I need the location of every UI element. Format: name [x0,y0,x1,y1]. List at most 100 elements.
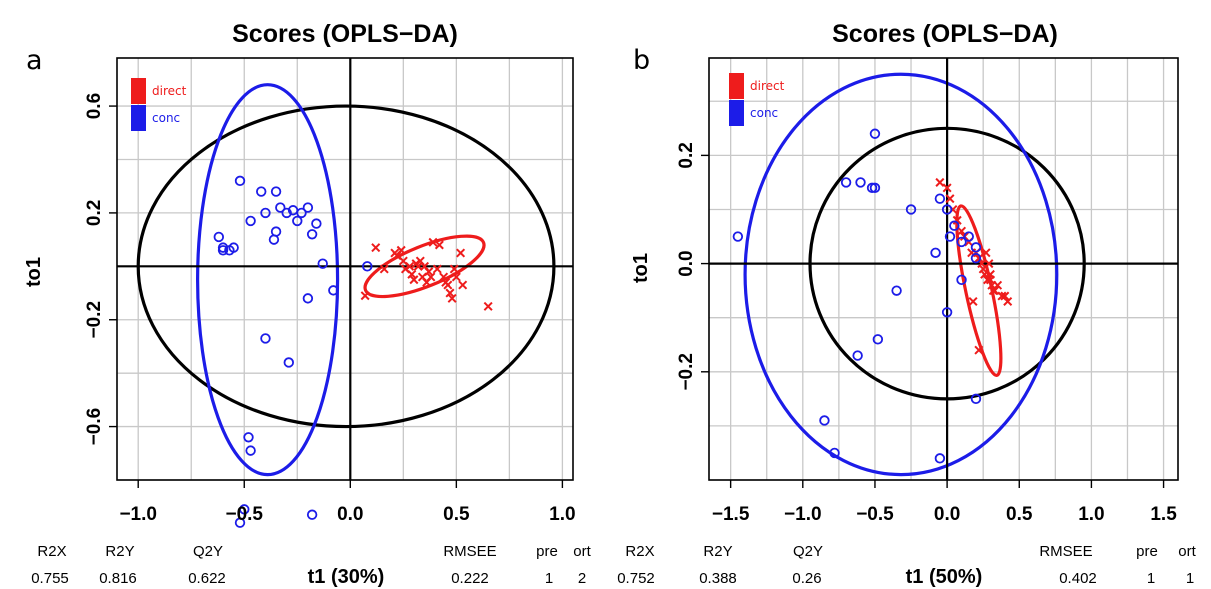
panel-a-x-tick-label: −1.0 [119,504,157,525]
panel-a-y-axis-label: to1 [23,257,45,287]
panel-a-point-conc [245,445,256,456]
panel-b-point-conc [956,236,967,248]
panel-b-point-conc [930,247,941,258]
panel-b-point-conc [970,393,982,405]
panel-a-point-direct [396,245,406,255]
panel-a-point-conc [234,175,246,187]
panel-b-point-conc [949,220,960,231]
panel-b-point-conc [970,252,982,264]
panel-b-y-tick-label: −0.2 [676,353,697,391]
panel-b-point-direct [993,280,1003,290]
panel-a-scores-plot: Scores (OPLS−DA) a direct conc −1.0 −0.5 0.… [23,20,592,588]
panel-b-point-conc [855,177,866,188]
panel-a-legend-label-direct: direct [152,84,187,98]
panel-a-point-conc [302,202,314,213]
panel-a-point-direct [439,272,449,282]
panel-a-point-direct [428,237,438,247]
panel-a-stat-value-q2y: 0.622 [188,570,226,587]
panel-b-stat-value-rmsee: 0.402 [1059,570,1097,587]
panel-a-legend-label-conc: conc [152,111,180,125]
panel-a-point-direct [405,261,415,271]
panel-b-point-direct [974,345,984,355]
panel-a-point-conc [296,207,307,219]
panel-a-letter: a [26,45,43,76]
panel-a-point-direct [445,288,455,298]
panel-a-point-direct [447,293,457,303]
panel-a-stat-header-pre: pre [536,543,558,560]
panel-b-x-axis-label: t1 (50%) [906,566,983,588]
panel-b-title: Scores (OPLS−DA) [832,20,1058,48]
panel-a-point-conc [260,333,271,344]
panel-a-conc-group-ellipse [195,83,340,477]
panel-b-legend-label-direct: direct [750,79,785,93]
panel-b-x-tick-label: −1.5 [712,504,750,525]
panel-b-point-conc [963,231,974,242]
panel-b-plot-frame [708,57,1179,481]
panel-b-point-direct [957,226,967,236]
panel-b-letter: b [633,45,650,76]
panel-a-point-direct [443,280,453,290]
panel-b-point-conc [944,231,956,242]
panel-a-point-conc [306,229,318,240]
panel-a-point-direct [426,272,436,282]
panel-b-conc-group-ellipse [743,72,1059,477]
panel-a-y-tick-label: 0.2 [84,200,105,226]
panel-b-point-direct [935,177,945,187]
panel-a-stat-header-q2y: Q2Y [193,543,223,560]
panel-a-point-conc [270,226,282,237]
panel-a-zero-lines [117,58,573,480]
panel-a-legend: direct conc [131,78,187,131]
panel-b-x-tick-label: 1.5 [1150,504,1177,525]
panel-a-stat-value-r2y: 0.816 [99,570,137,587]
panel-a-legend-swatch-conc [131,105,146,131]
panel-a-stat-value-pre: 1 [545,570,553,587]
panel-a-point-direct [458,280,468,290]
panel-a-point-conc [306,509,318,520]
panel-a-point-conc [270,186,282,197]
panel-b-point-conc [905,204,917,215]
panel-a-grid [116,57,574,481]
panel-a-y-tick-label: 0.6 [84,93,105,119]
panel-b-stat-value-r2y: 0.388 [699,570,737,587]
panel-b-stat-header-r2x: R2X [625,543,654,560]
panel-b-x-ticks: −1.5 −1.0 −0.5 0.0 0.5 1.0 1.5 [712,480,1177,525]
panel-a-legend-swatch-direct [131,78,146,104]
panel-a-point-direct [434,240,444,250]
panel-b-legend-swatch-conc [729,100,744,126]
panel-a-points [213,175,493,528]
panel-b-y-ticks: 0.2 0.0 −0.2 [676,142,709,391]
panel-a-point-conc [362,261,373,272]
panel-b-point-direct [942,183,952,193]
panel-b-point-conc [872,334,884,345]
panel-a-point-direct [449,264,459,274]
panel-b-stat-header-q2y: Q2Y [793,543,823,560]
panel-a-point-direct [409,275,419,285]
panel-a-x-tick-label: 1.0 [549,504,575,525]
panel-b-point-direct [990,286,1000,296]
panel-b-point-conc [970,242,982,253]
panel-b-scores-plot: Scores (OPLS−DA) b direct conc −1.5 −1.0 −0… [617,20,1196,588]
panel-a-direct-group-ellipse [363,234,486,299]
panel-a-point-conc [260,207,271,219]
panel-b-x-tick-label: −1.0 [784,504,822,525]
panel-a-plot-frame [116,57,574,481]
panel-a-x-tick-label: −0.5 [225,504,263,525]
panel-a-point-conc [213,231,225,243]
panel-b-legend-swatch-direct [729,73,744,99]
panel-a-stat-header-ort: ort [573,543,591,560]
panel-a-point-direct [451,272,461,282]
panel-a-point-conc [311,218,322,229]
panel-b-point-conc [732,231,744,242]
panel-b-x-tick-label: 0.5 [1006,504,1033,525]
panel-b-point-conc [819,415,830,426]
panel-a-point-conc [256,186,267,197]
panel-a-point-conc [228,242,239,253]
panel-a-point-direct [432,264,442,274]
panel-b-model-stats: R2X 0.752 R2Y 0.388 Q2Y 0.26 RMSEE 0.402 pre 1 ort… [617,543,1196,587]
panel-b-x-tick-label: −0.5 [856,504,894,525]
panel-b-point-conc [840,177,852,188]
panel-b-y-tick-label: 0.2 [676,142,697,168]
panel-b-x-tick-label: 1.0 [1078,504,1104,525]
panel-b-stat-value-ort: 1 [1186,570,1194,587]
